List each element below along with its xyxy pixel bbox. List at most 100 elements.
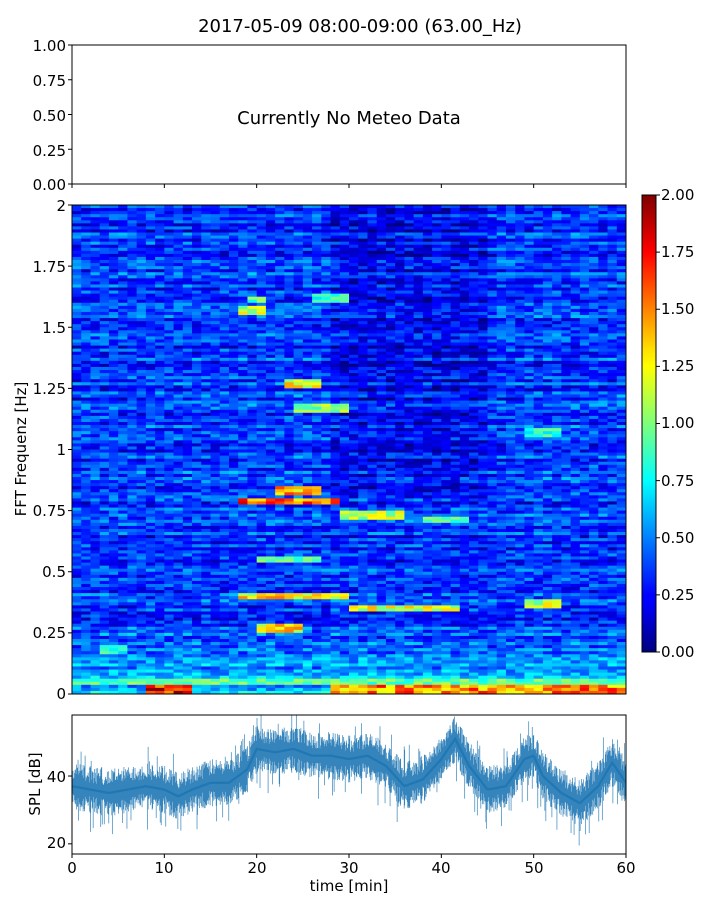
spectrogram-cell (404, 321, 415, 325)
spectrogram-cell (450, 256, 461, 261)
spectrogram-cell (422, 287, 433, 291)
spectrogram-cell (422, 266, 433, 270)
spectrogram-cell (542, 327, 553, 331)
spectrogram-cell (164, 452, 174, 457)
spectrogram-cell (90, 385, 101, 389)
spectrogram-cell (607, 223, 618, 227)
spectrogram-cell (432, 208, 442, 212)
spectrogram-cell (330, 318, 341, 322)
spectrogram-cell (450, 205, 461, 209)
spectrogram-cell (238, 247, 248, 252)
spectrogram-cell (561, 425, 571, 429)
spectrogram-cell (108, 226, 119, 230)
spectrogram-cell (247, 311, 258, 316)
spectrogram-cell (284, 415, 294, 420)
spectrogram-cell (330, 360, 341, 365)
spectrogram-cell (552, 376, 562, 380)
spectrogram-cell (570, 278, 581, 282)
spectrogram-cell (515, 412, 525, 417)
spectrogram-cell (469, 250, 479, 255)
spectrogram-cell (561, 403, 571, 408)
spectrogram-cell (515, 437, 525, 441)
spectrogram-cell (81, 431, 91, 435)
spectrogram-cell (515, 296, 525, 301)
spectrogram-cell (533, 275, 544, 279)
spectrogram-cell (422, 260, 433, 264)
spectrogram-cell (395, 348, 405, 353)
spectrogram-cell (247, 397, 258, 401)
spectrogram-cell (367, 379, 378, 383)
spectrogram-cell (515, 342, 525, 346)
spectrogram-cell (210, 360, 221, 365)
spectrogram-cell (496, 318, 507, 322)
spectrogram-cell (607, 308, 618, 313)
spectrogram-cell (256, 321, 267, 325)
spectrogram-cell (469, 284, 479, 288)
spectrogram-cell (598, 208, 608, 212)
spectrogram-cell (219, 370, 230, 374)
spectrogram-cell (238, 455, 248, 460)
spectrogram-cell (432, 342, 442, 346)
spectrogram-cell (524, 220, 535, 224)
spectrogram-cell (238, 244, 248, 249)
spectrogram-cell (321, 412, 331, 417)
spectrogram-cell (478, 244, 488, 249)
spectrogram-cell (533, 397, 544, 401)
spectrogram-cell (496, 250, 507, 255)
spectrogram-cell (219, 412, 230, 417)
spectrogram-cell (478, 299, 488, 304)
spectrogram-cell (432, 321, 442, 325)
spectrogram-cell (136, 211, 147, 215)
spectrogram-cell (459, 290, 470, 295)
spectrogram-cell (505, 208, 516, 212)
spectrogram-cell (542, 382, 553, 386)
spectrogram-cell (265, 339, 276, 343)
spectrogram-cell (339, 208, 350, 212)
spectrogram-cell (275, 449, 285, 453)
spectrogram-cell (515, 388, 525, 392)
spectrogram-cell (598, 315, 608, 319)
spectrogram-cell (552, 394, 562, 398)
spectrogram-cell (127, 394, 138, 398)
spectrogram-cell (478, 437, 488, 441)
spectrogram-cell (192, 400, 202, 405)
spectrogram-cell (469, 214, 479, 218)
spectrogram-cell (487, 382, 498, 386)
spectrogram-cell (505, 223, 516, 227)
spectrogram-cell (90, 205, 101, 209)
spectrogram-cell (542, 455, 553, 460)
spectrogram-cell (173, 281, 184, 285)
spectrogram-cell (155, 360, 165, 365)
spectrogram-cell (505, 434, 516, 438)
spectrogram-cell (192, 409, 202, 414)
spectrogram-cell (570, 211, 581, 215)
spectrogram-cell (579, 305, 590, 310)
spectrogram-cell (238, 357, 248, 362)
spectrogram-cell (127, 391, 138, 395)
spectrogram-cell (182, 363, 193, 368)
spectrogram-cell (284, 388, 294, 392)
spectrogram-cell (598, 385, 608, 389)
spectrogram-cell (385, 354, 396, 359)
spectrogram-cell (72, 449, 82, 453)
spectrogram-cell (192, 388, 202, 392)
spectrogram-cell (561, 373, 571, 377)
spectrogram-cell (441, 342, 451, 346)
spectrogram-cell (155, 333, 165, 337)
spectrogram-cell (616, 223, 626, 227)
spectrogram-cell (385, 403, 396, 408)
spectrogram-cell (330, 305, 341, 310)
spectrogram-cell (284, 412, 294, 417)
spectrogram-cell (302, 370, 313, 374)
spectrogram-cell (570, 208, 581, 212)
spectrogram-cell (275, 284, 285, 288)
spectrogram-cell (108, 360, 119, 365)
spectrogram-cell (413, 244, 424, 249)
spectrogram-cell (284, 327, 294, 331)
meteo-ytick-label: 1.00 (33, 37, 66, 55)
spectrogram-cell (192, 211, 202, 215)
spectrogram-cell (321, 400, 331, 405)
spectrogram-cell (579, 211, 590, 215)
spectrogram-cell (265, 321, 276, 325)
spectrogram-cell (598, 400, 608, 405)
